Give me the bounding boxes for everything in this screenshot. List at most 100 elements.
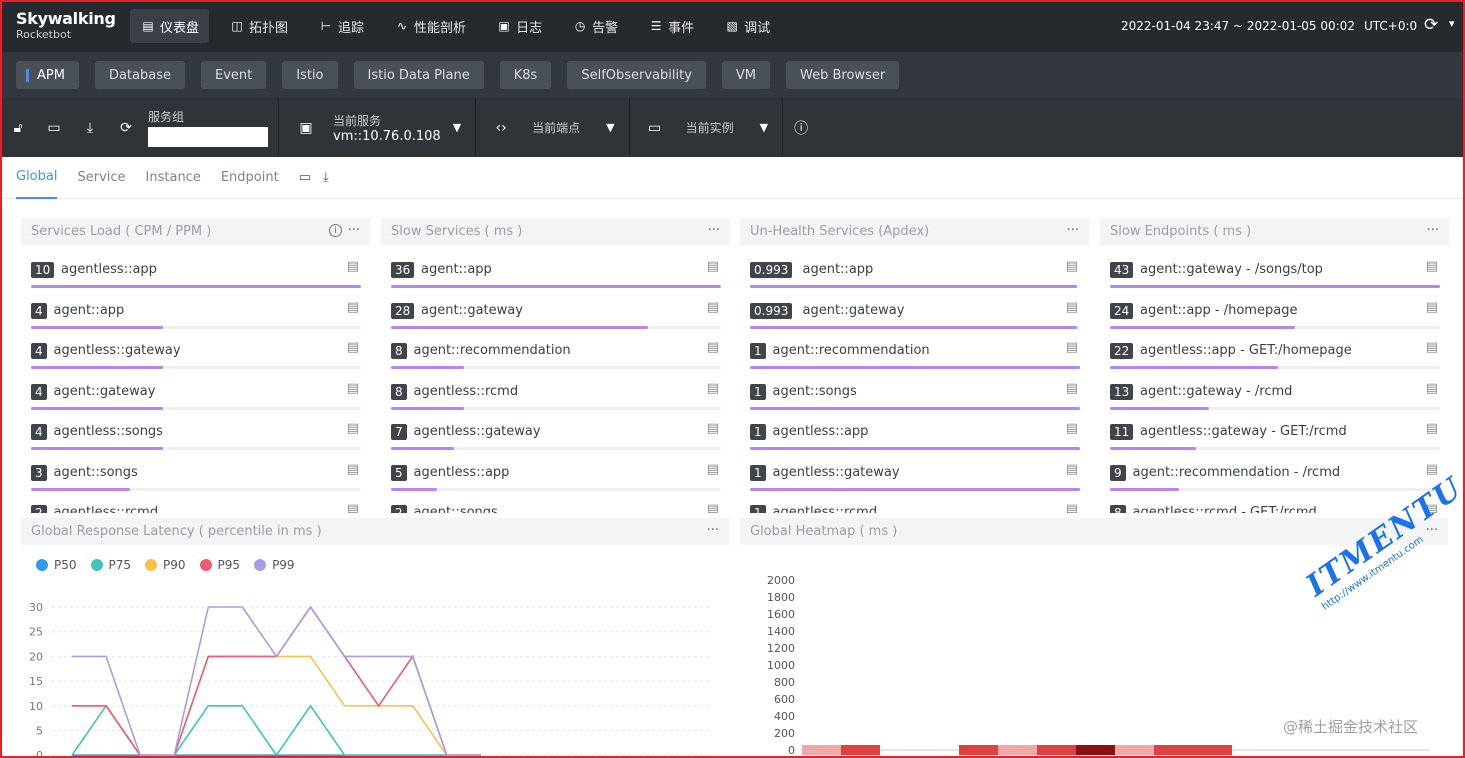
list-item[interactable]: 4 agentless::songs ▤ [31, 419, 361, 460]
service-group-input[interactable] [148, 127, 268, 147]
list-item[interactable]: 24 agent::app - /homepage ▤ [1110, 298, 1440, 339]
info-icon[interactable]: i [329, 224, 342, 237]
tab[interactable]: Global [16, 157, 58, 199]
time-range[interactable]: 2022-01-04 23:47 ~ 2022-01-05 00:02 [1121, 19, 1355, 33]
nav-item[interactable]: ◷ 告警 [562, 9, 628, 43]
clipboard-icon[interactable]: ▤ [1065, 259, 1078, 274]
folder-icon[interactable]: ▭ [47, 119, 61, 136]
list-item[interactable]: 0.993 agent::app ▤ [750, 257, 1080, 298]
list-item[interactable]: 2 agent::songs ▤ [391, 500, 721, 513]
clipboard-icon[interactable]: ▤ [1065, 461, 1078, 477]
download-icon[interactable]: ⤓ [86, 119, 94, 136]
timezone[interactable]: UTC+0:0 [1364, 19, 1418, 33]
clipboard-icon[interactable]: ▤ [1425, 461, 1438, 477]
clipboard-icon[interactable]: ▤ [1425, 259, 1438, 274]
service-selector[interactable]: ▣ 当前服务 vm::10.76.0.108 ▼ [279, 98, 477, 157]
list-item[interactable]: 1 agentless::rcmd ▤ [750, 500, 1080, 513]
list-item[interactable]: 0.993 agent::gateway ▤ [750, 298, 1080, 339]
clipboard-icon[interactable]: ▤ [346, 502, 359, 513]
layer-tab[interactable]: APM [16, 61, 79, 89]
layer-tab[interactable]: Istio Data Plane [353, 61, 484, 89]
clipboard-icon[interactable]: ▤ [1425, 380, 1438, 396]
refresh-icon[interactable]: ⟳ [1424, 15, 1439, 35]
clipboard-icon[interactable]: ▤ [706, 340, 719, 355]
layer-tab[interactable]: SelfObservability [567, 61, 706, 89]
list-item[interactable]: 1 agentless::app ▤ [750, 419, 1080, 460]
more-icon[interactable]: ··· [1425, 523, 1438, 538]
clipboard-icon[interactable]: ▤ [706, 380, 719, 396]
instance-selector[interactable]: ▭ 当前实例 ▼ [630, 98, 784, 157]
list-item[interactable]: 13 agent::gateway - /rcmd ▤ [1110, 379, 1440, 420]
clipboard-icon[interactable]: ▤ [706, 502, 719, 513]
nav-item[interactable]: ∿ 性能剖析 [384, 9, 476, 43]
tab[interactable]: Service [77, 170, 126, 185]
list-item[interactable]: 4 agentless::gateway ▤ [31, 338, 361, 379]
layer-tab[interactable]: Web Browser [786, 61, 900, 89]
clipboard-icon[interactable]: ▤ [1065, 421, 1078, 436]
nav-item[interactable]: ◫ 拓扑图 [219, 9, 298, 43]
clipboard-icon[interactable]: ▤ [706, 259, 719, 274]
legend-item[interactable]: P90 [145, 558, 186, 572]
list-item[interactable]: 1 agent::songs ▤ [750, 379, 1080, 420]
clipboard-icon[interactable]: ▤ [1065, 380, 1078, 396]
list-item[interactable]: 22 agentless::app - GET:/homepage ▤ [1110, 338, 1440, 379]
list-item[interactable]: 4 agent::gateway ▤ [31, 379, 361, 420]
list-item[interactable]: 28 agent::gateway ▤ [391, 298, 721, 339]
list-item[interactable]: 8 agentless::rcmd - GET:/rcmd ▤ [1110, 500, 1440, 513]
list-item[interactable]: 8 agentless::rcmd ▤ [391, 379, 721, 420]
list-item[interactable]: 1 agent::recommendation ▤ [750, 338, 1080, 379]
layer-tab[interactable]: Istio [282, 61, 338, 89]
list-item[interactable]: 7 agentless::gateway ▤ [391, 419, 721, 460]
more-icon[interactable]: ··· [1426, 223, 1439, 238]
clipboard-icon[interactable]: ▤ [1065, 502, 1078, 513]
list-item[interactable]: 36 agent::app ▤ [391, 257, 721, 298]
legend-item[interactable]: P50 [36, 558, 77, 572]
layer-tab[interactable]: Event [200, 61, 267, 89]
more-icon[interactable]: ··· [1066, 223, 1079, 238]
nav-item[interactable]: ☰ 事件 [638, 9, 704, 43]
clipboard-icon[interactable]: ▤ [346, 380, 359, 396]
list-item[interactable]: 1 agentless::gateway ▤ [750, 460, 1080, 501]
clipboard-icon[interactable]: ▤ [1425, 421, 1438, 436]
clipboard-icon[interactable]: ▤ [1065, 299, 1078, 315]
layer-tab[interactable]: K8s [499, 61, 552, 89]
service-group-selector[interactable]: 服务组 [144, 98, 279, 157]
clipboard-icon[interactable]: ▤ [1425, 340, 1438, 355]
clipboard-icon[interactable]: ▤ [346, 340, 359, 355]
list-item[interactable]: 5 agentless::app ▤ [391, 460, 721, 501]
clipboard-icon[interactable]: ▤ [1425, 502, 1438, 513]
list-item[interactable]: 11 agentless::gateway - GET:/rcmd ▤ [1110, 419, 1440, 460]
tab[interactable]: Instance [145, 170, 201, 185]
list-item[interactable]: 43 agent::gateway - /songs/top ▤ [1110, 257, 1440, 298]
clipboard-icon[interactable]: ▤ [706, 299, 719, 315]
list-item[interactable]: 3 agent::songs ▤ [31, 460, 361, 501]
legend-item[interactable]: P95 [199, 558, 240, 572]
lock-icon[interactable]: 🔓︎ [13, 119, 23, 136]
nav-item[interactable]: ▣ 日志 [486, 9, 552, 43]
clipboard-icon[interactable]: ▤ [706, 461, 719, 477]
folder-icon[interactable]: ▭ [298, 170, 311, 185]
clipboard-icon[interactable]: ▤ [346, 259, 359, 274]
clipboard-icon[interactable]: ▤ [346, 299, 359, 315]
more-icon[interactable]: ··· [706, 523, 719, 538]
nav-item[interactable]: ▧ 调试 [714, 9, 780, 43]
info-icon[interactable]: ⓘ [794, 120, 809, 137]
clipboard-icon[interactable]: ▤ [1065, 340, 1078, 355]
clipboard-icon[interactable]: ▤ [346, 461, 359, 477]
clipboard-icon[interactable]: ▤ [346, 421, 359, 436]
endpoint-selector[interactable]: ‹› 当前端点 ▼ [476, 98, 630, 157]
list-item[interactable]: 9 agent::recommendation - /rcmd ▤ [1110, 460, 1440, 501]
chevron-down-icon[interactable]: ▾ [1449, 17, 1455, 30]
more-icon[interactable]: ··· [707, 223, 720, 238]
legend-item[interactable]: P99 [254, 558, 295, 572]
layer-tab[interactable]: Database [94, 61, 185, 89]
legend-item[interactable]: P75 [90, 558, 131, 572]
nav-item[interactable]: ⊢ 追踪 [308, 9, 374, 43]
list-item[interactable]: 10 agentless::app ▤ [31, 257, 361, 298]
clipboard-icon[interactable]: ▤ [706, 421, 719, 436]
list-item[interactable]: 4 agent::app ▤ [31, 298, 361, 339]
refresh-icon[interactable]: ⟳ [120, 119, 132, 136]
tab[interactable]: Endpoint [220, 170, 279, 185]
more-icon[interactable]: ··· [347, 223, 360, 238]
layer-tab[interactable]: VM [721, 61, 771, 89]
